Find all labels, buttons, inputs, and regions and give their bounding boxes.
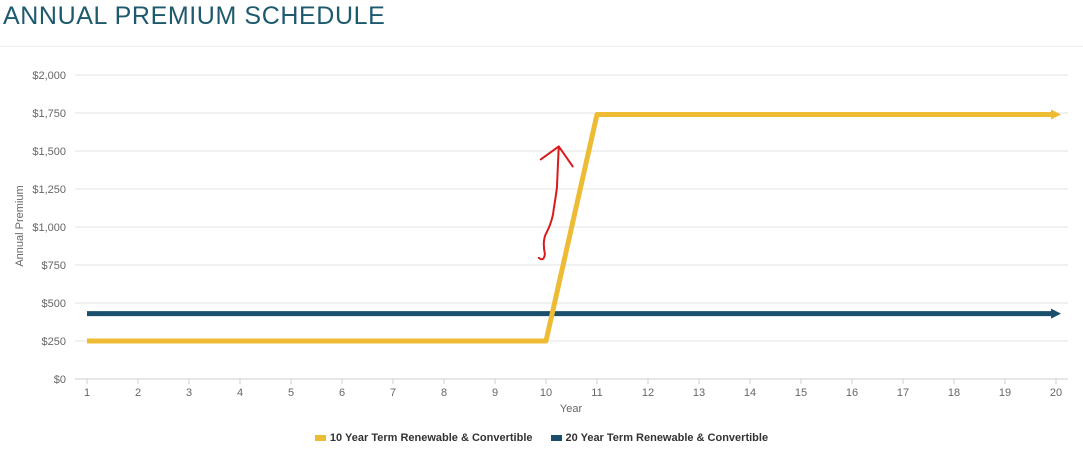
annotation-layer [537,145,574,261]
y-tick-label: $500 [42,298,66,310]
x-tick-label: 14 [744,387,756,399]
y-tick-label: $1,000 [32,222,66,234]
y-tick-label: $750 [42,260,66,272]
x-tick-label: 12 [642,387,654,399]
premium-line-chart: $0 $250 $500 $750 $1,000 $1,250 $1,500 $1,750 $2… [14,70,1068,415]
legend-swatch-10-year [314,435,326,441]
x-tick-label: 17 [897,387,909,399]
x-tick-label: 11 [591,387,602,399]
legend-swatch-20-year [550,435,562,441]
x-tick-label: 2 [135,387,141,399]
x-tick-label: 20 [1050,387,1062,399]
x-tick-label: 10 [540,387,552,399]
y-tick-label: $0 [54,374,66,386]
legend-label-20-year: 20 Year Term Renewable & Convertible [565,432,769,444]
x-axis-title: Year [560,403,583,415]
x-tick-label: 7 [390,387,396,399]
chart-legend: 10 Year Term Renewable & Convertible 20 … [0,432,1083,444]
x-tick-label: 1 [84,387,90,399]
legend-item-20-year[interactable]: 20 Year Term Renewable & Convertible [550,432,769,444]
x-tick-label: 15 [795,387,807,399]
x-tick-label: 8 [441,387,447,399]
annotation-arrow-head [539,145,574,168]
x-tick-label: 16 [846,387,858,399]
x-tick-label: 18 [948,387,960,399]
series-line-10-year [87,109,1061,344]
x-tick-label: 13 [693,387,705,399]
y-axis-title: Annual Premium [14,185,26,266]
series-layer [87,109,1061,344]
y-tick-label: $1,250 [32,184,66,196]
tick-layer: $0 $250 $500 $750 $1,000 $1,250 $1,500 $1,750 $2… [32,70,1062,399]
legend-item-10-year[interactable]: 10 Year Term Renewable & Convertible [314,432,533,444]
x-tick-label: 9 [492,387,498,399]
x-tick-label: 3 [186,387,192,399]
title-divider [0,46,1083,47]
y-tick-label: $1,750 [32,108,66,120]
y-tick-label: $2,000 [32,70,66,82]
y-tick-label: $250 [42,336,66,348]
x-tick-label: 4 [237,387,243,399]
y-tick-label: $1,500 [32,146,66,158]
x-tick-label: 19 [999,387,1011,399]
x-tick-label: 5 [288,387,294,399]
x-tick-label: 6 [339,387,345,399]
page-title: ANNUAL PREMIUM SCHEDULE [3,2,386,30]
annotation-arrow-shaft [537,145,560,261]
legend-label-10-year: 10 Year Term Renewable & Convertible [329,432,533,444]
